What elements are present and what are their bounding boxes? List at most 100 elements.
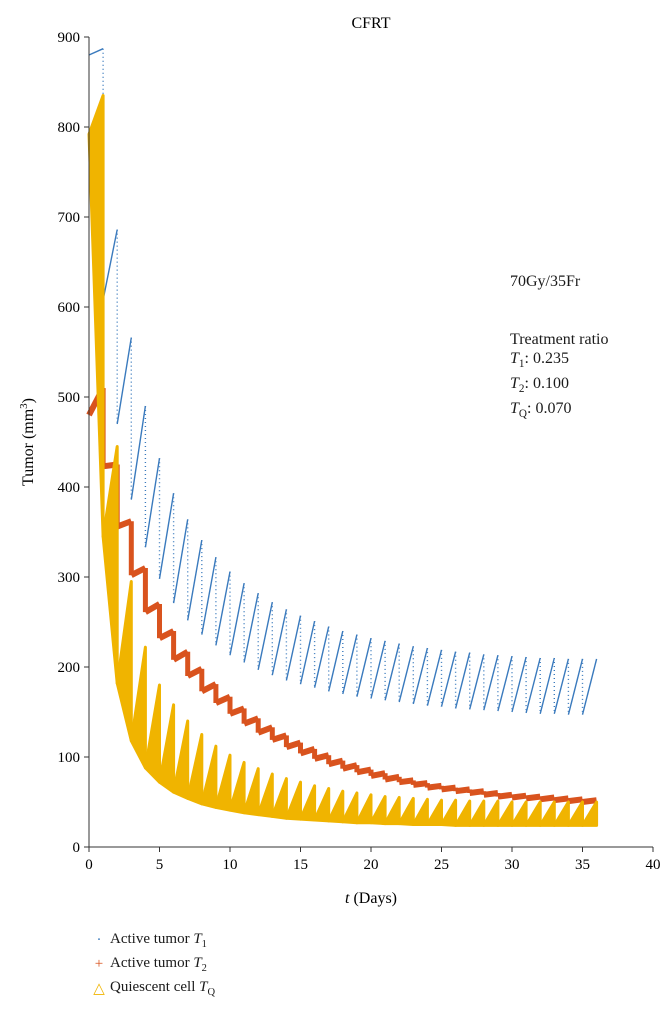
series-t1-rise <box>497 656 513 712</box>
series-t1-rise <box>412 647 429 705</box>
dose-annotation: 70Gy/35Fr <box>510 272 580 291</box>
legend-label-tq: Quiescent cell TQ <box>110 979 215 998</box>
legend-item-t2: + Active tumor T2 <box>88 952 215 976</box>
x-tick-label: 25 <box>434 857 449 873</box>
series-tq-band <box>143 683 161 784</box>
series-tq-band <box>186 733 204 806</box>
y-tick-label: 900 <box>58 30 81 46</box>
legend-label-t2-var: T <box>193 954 202 971</box>
series-tq-band <box>566 800 584 827</box>
y-tick-label: 700 <box>58 210 81 226</box>
series-t1-rise <box>553 658 570 714</box>
ratio-t2-sub: 2 <box>518 383 525 396</box>
series-tq-band <box>369 795 387 826</box>
series-t1-rise <box>201 557 217 635</box>
ratio-t1-sub: 1 <box>518 358 525 371</box>
y-tick-label: 200 <box>58 660 81 676</box>
plot-area <box>86 48 599 827</box>
ratio-t2-value: : 0.100 <box>524 375 569 393</box>
x-tick-label: 30 <box>505 857 520 873</box>
legend-marker-t2: + <box>94 955 104 972</box>
series-t1-rise <box>299 620 316 685</box>
dose-label: 70Gy/35Fr <box>510 273 581 290</box>
series-t1-rise <box>313 626 330 688</box>
series-tq-band <box>228 760 246 815</box>
series-t1-rise <box>285 615 302 681</box>
series-t1-rise <box>328 630 344 692</box>
series-t1-rise <box>581 658 598 715</box>
series-tq-band <box>524 800 542 827</box>
legend-label-tq-sub: Q <box>207 986 216 998</box>
series-tq-band <box>299 784 317 822</box>
series-t1-rise <box>426 649 443 706</box>
legend-label-t2-prefix: Active tumor <box>110 954 194 971</box>
series-t1-rise <box>483 655 499 711</box>
ratio-t2: T2: 0.100 <box>510 374 609 399</box>
series-tq-band <box>440 798 458 827</box>
series-t2 <box>86 386 597 805</box>
series-tq-band <box>468 799 486 827</box>
series-t1-rise <box>187 539 203 621</box>
series-t1-rise <box>356 638 372 697</box>
x-tick-label: 40 <box>646 857 661 873</box>
series-tq-band <box>341 791 359 825</box>
series-tq-band <box>454 799 472 827</box>
series-tq-band <box>327 789 345 824</box>
treatment-ratio-heading: Treatment ratio <box>510 331 609 348</box>
series-tq-band <box>510 800 528 827</box>
legend-label-t1: Active tumor T1 <box>110 931 207 950</box>
x-tick-label: 0 <box>85 857 93 873</box>
x-tick-label: 20 <box>364 857 379 873</box>
series-tq-band <box>425 798 443 826</box>
series-t1-rise <box>454 652 471 709</box>
series-tq <box>87 94 599 827</box>
series-tq-band <box>158 703 176 794</box>
legend-item-tq: △ Quiescent cell TQ <box>88 976 215 1000</box>
ratio-tq-value: : 0.070 <box>527 400 572 418</box>
series-t1-rise <box>342 634 358 695</box>
legend-label-t1-var: T <box>193 930 202 947</box>
y-axis-label-group: Tumor (mm3) <box>18 398 37 486</box>
y-ticks: 0 100 200 300 400 500 600 700 800 900 <box>58 30 89 856</box>
series-tq-band <box>242 767 260 817</box>
series-tq-band <box>101 445 119 685</box>
legend-label-tq-prefix: Quiescent cell <box>110 978 200 995</box>
series-t1-rise <box>539 657 555 714</box>
y-tick-label: 800 <box>58 120 81 136</box>
x-axis-label-var: t <box>345 890 350 907</box>
legend-label-t1-sub: 1 <box>201 938 207 950</box>
series-t1-rise <box>158 493 175 579</box>
x-ticks: 0 5 10 15 20 25 30 35 40 <box>85 847 661 873</box>
y-tick-label: 0 <box>73 840 81 856</box>
legend-marker-t1: · <box>96 931 102 948</box>
series-t1-rise <box>567 658 584 715</box>
series-tq-band <box>256 772 274 818</box>
series-t1-rise <box>102 229 118 300</box>
series-tq-band <box>383 796 401 826</box>
series-tq-band <box>355 793 373 825</box>
series-t1-rise <box>229 583 245 656</box>
legend-marker-tq: △ <box>93 980 105 997</box>
series-tq-band <box>397 796 415 826</box>
x-tick-label: 15 <box>293 857 308 873</box>
series-tq-band <box>87 94 105 538</box>
x-axis-label: t (Days) <box>345 890 397 907</box>
legend-label-tq-var: T <box>199 978 208 995</box>
ratio-t1: T1: 0.235 <box>510 349 609 374</box>
series-t1-rise <box>440 651 457 707</box>
x-tick-label: 5 <box>156 857 164 873</box>
ratio-t1-value: : 0.235 <box>524 350 569 367</box>
ratio-t2-var: T <box>510 375 519 393</box>
series-t1-rise <box>243 593 259 663</box>
series-tq-band <box>313 787 331 823</box>
treatment-ratio-annotation: Treatment ratio T1: 0.235 T2: 0.100 TQ: … <box>510 330 609 425</box>
series-t1-rise <box>525 657 541 714</box>
y-axis-label: Tumor (mm3) <box>18 398 37 486</box>
legend-item-t1: · Active tumor T1 <box>88 928 215 952</box>
x-axis-label-rest: (Days) <box>349 890 397 907</box>
series-tq-band <box>552 800 570 827</box>
series-tq-band <box>129 645 147 770</box>
y-tick-label: 300 <box>58 570 81 586</box>
series-t1-rise <box>469 654 485 710</box>
